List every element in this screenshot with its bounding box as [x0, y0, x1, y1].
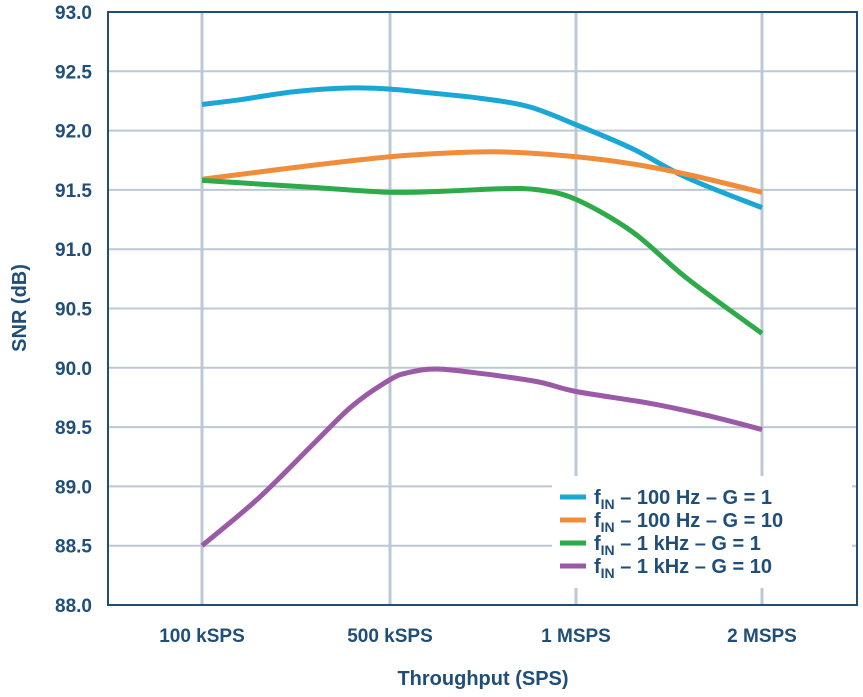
plot-area-frame: [107, 11, 858, 606]
y-tick-label: 89.0: [55, 477, 92, 498]
y-tick-label: 91.0: [55, 240, 92, 261]
x-tick-label: 100 kSPS: [159, 626, 245, 647]
y-tick-label: 88.0: [55, 596, 92, 617]
y-tick-label: 92.5: [55, 62, 92, 83]
x-axis-title: Throughput (SPS): [397, 668, 568, 690]
legend-label-4: fIN – 1 kHz – G = 10: [594, 556, 772, 581]
series-line-2: [201, 149, 763, 195]
y-axis-ticks: 88.0 88.5 89.0 89.5 90.0 90.5 91.0 91.5 92.0 92.5…: [55, 3, 92, 617]
y-tick-label: 90.5: [55, 300, 92, 321]
x-axis-ticks: 100 kSPS 500 kSPS 1 MSPS 2 MSPS: [159, 626, 797, 647]
series-line-3: [201, 177, 764, 336]
series-line-1: [201, 85, 763, 211]
y-tick-label: 90.0: [55, 359, 92, 380]
y-tick-label: 93.0: [55, 3, 92, 24]
x-tick-label: 500 kSPS: [347, 626, 433, 647]
y-tick-label: 91.5: [55, 181, 92, 202]
x-tick-label: 1 MSPS: [541, 626, 611, 647]
x-tick-label: 2 MSPS: [727, 626, 797, 647]
legend-label-1: fIN – 100 Hz – G = 1: [594, 487, 772, 512]
legend-background: [552, 476, 852, 588]
legend-label-3: fIN – 1 kHz – G = 1: [594, 533, 761, 558]
series-line-4: [200, 366, 763, 548]
legend-label-2: fIN – 100 Hz – G = 10: [594, 510, 783, 535]
series-lines: [200, 85, 764, 548]
y-axis-title: SNR (dB): [9, 264, 31, 352]
y-tick-label: 89.5: [55, 418, 92, 439]
y-tick-label: 92.0: [55, 122, 92, 143]
y-tick-label: 88.5: [55, 537, 92, 558]
